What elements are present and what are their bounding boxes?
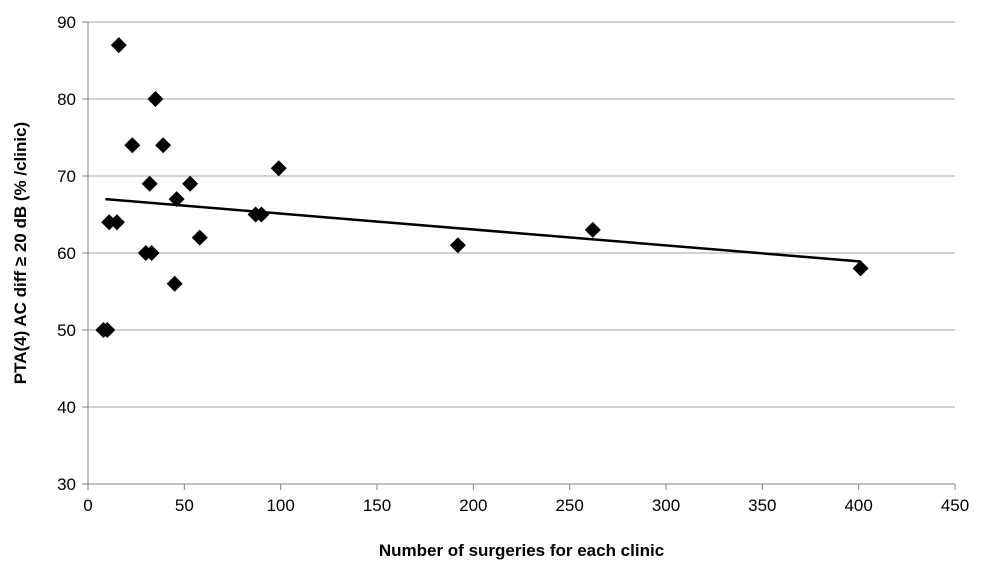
y-axis-title: PTA(4) AC diff ≥ 20 dB (% /clinic) <box>11 122 30 384</box>
x-tick-label: 0 <box>83 496 92 515</box>
data-point-4 <box>110 37 127 54</box>
x-tick-label: 100 <box>266 496 294 515</box>
y-tick-label: 30 <box>57 475 76 494</box>
data-point-3 <box>108 214 125 231</box>
grid-lines <box>88 21 955 408</box>
axes <box>82 21 956 490</box>
x-tick-label: 150 <box>363 496 391 515</box>
data-point-14 <box>191 229 208 246</box>
data-point-10 <box>155 137 172 154</box>
y-tick-label: 80 <box>57 90 76 109</box>
x-axis-title: Number of surgeries for each clinic <box>379 541 664 560</box>
data-points <box>95 37 869 338</box>
data-point-16 <box>253 206 270 223</box>
y-tick-label: 90 <box>57 13 76 32</box>
y-tick-label: 70 <box>57 167 76 186</box>
data-point-1 <box>99 322 116 338</box>
trendline-layer <box>105 197 861 263</box>
data-point-11 <box>166 275 183 292</box>
data-point-19 <box>584 221 601 238</box>
data-point-5 <box>124 137 141 154</box>
linear-trendline <box>105 197 861 263</box>
x-tick-label: 400 <box>844 496 872 515</box>
data-point-8 <box>143 245 160 261</box>
x-tick-label: 200 <box>459 496 487 515</box>
data-point-9 <box>147 91 164 107</box>
y-tick-label: 60 <box>57 244 76 263</box>
x-tick-label: 350 <box>748 496 776 515</box>
y-tick-label: 50 <box>57 321 76 340</box>
x-tick-label: 50 <box>175 496 194 515</box>
x-tick-label: 450 <box>941 496 969 515</box>
data-point-12 <box>168 191 185 208</box>
data-point-17 <box>270 160 287 177</box>
x-tick-label: 250 <box>555 496 583 515</box>
data-point-13 <box>182 175 199 192</box>
data-point-7 <box>141 175 158 192</box>
data-point-18 <box>449 237 466 254</box>
y-tick-label: 40 <box>57 398 76 417</box>
x-tick-label: 300 <box>652 496 680 515</box>
tick-labels: 30 40 50 60 70 80 90 0 50 100 150 200 250 300 350 400 45… <box>57 13 969 515</box>
data-point-20 <box>852 260 869 277</box>
